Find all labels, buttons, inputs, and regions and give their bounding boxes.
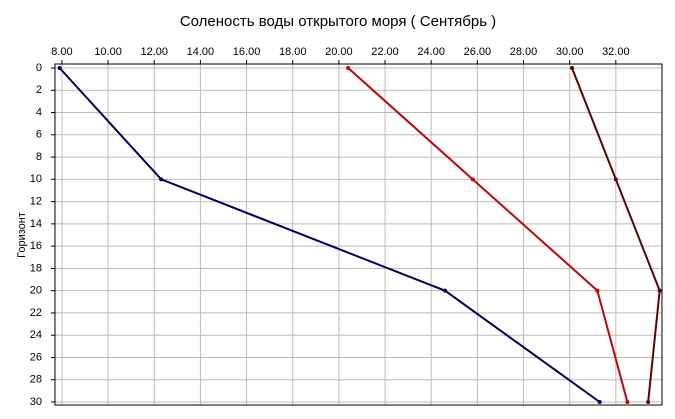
y-tick-label: 8 [36,151,42,163]
y-tick-label: 26 [30,351,42,363]
data-point [470,177,475,182]
data-point [346,66,351,70]
y-tick-label: 28 [30,374,42,386]
data-point [597,400,602,404]
y-tick-label: 24 [30,329,42,341]
x-tick-label: 10.00 [94,46,122,58]
series-line [58,67,601,403]
data-point [646,400,651,404]
x-tick-label: 22.00 [371,46,399,58]
y-tick-label: 2 [36,84,42,96]
data-point [443,288,448,293]
chart-title: Соленость воды открытого моря ( Сентябрь… [180,13,496,30]
y-tick-label: 4 [36,106,42,118]
x-tick-label: 20.00 [325,46,353,58]
y-tick-label: 20 [30,285,42,297]
series-line [571,67,661,403]
y-tick-label: 16 [30,240,42,252]
y-tick-label: 6 [36,129,42,141]
data-point [57,66,62,70]
data-point [569,66,574,70]
x-tick-label: 30.00 [556,46,584,58]
y-axis-label: Горизонт [16,212,28,258]
x-tick-label: 8.00 [51,46,72,58]
data-point [159,177,164,182]
x-tick-label: 16.00 [233,46,261,58]
x-tick-label: 28.00 [510,46,538,58]
data-point [595,288,600,293]
y-tick-label: 12 [30,196,42,208]
y-tick-label: 30 [30,396,42,408]
x-tick-label: 12.00 [140,46,168,58]
x-tick-label: 18.00 [279,46,307,58]
data-point [625,400,630,404]
x-tick-label: 24.00 [417,46,445,58]
series-line [347,67,629,403]
y-tick-label: 18 [30,262,42,274]
plot-frame [54,63,663,406]
y-tick-label: 0 [36,62,42,74]
data-point [613,177,618,182]
data-point [657,288,662,293]
y-tick-label: 10 [30,173,42,185]
x-tick-label: 14.00 [187,46,215,58]
y-tick-label: 14 [30,218,42,230]
y-tick-label: 22 [30,307,42,319]
x-tick-label: 32.00 [602,46,630,58]
x-tick-label: 26.00 [464,46,492,58]
